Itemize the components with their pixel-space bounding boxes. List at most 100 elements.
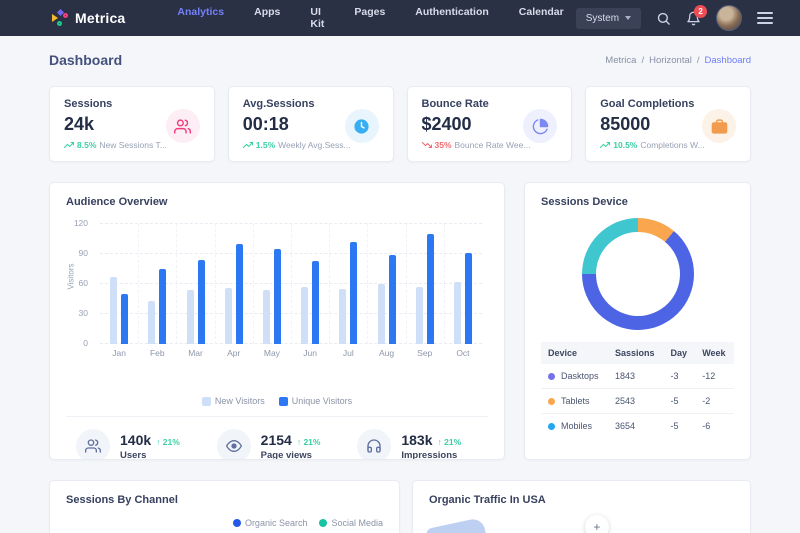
stat-value: 183k	[401, 431, 433, 448]
device-name: Tablets	[561, 396, 590, 406]
bar-group-oct	[444, 224, 482, 344]
legend-organic-search[interactable]: Organic Search	[232, 518, 307, 528]
device-name: Dasktops	[561, 371, 599, 381]
trending-up-icon	[64, 141, 74, 149]
stat-users: 140k ↑ 21% Users	[66, 429, 207, 459]
bar	[339, 289, 347, 344]
bar	[110, 277, 118, 344]
col-device: Device	[541, 342, 608, 364]
stat-cards-row: Sessions 24k 8.5% New Sessions T... Avg.…	[49, 86, 751, 162]
bar	[415, 287, 423, 344]
stat-card-value: 85000	[600, 114, 651, 134]
nav-item-ui-kit[interactable]: UI Kit	[310, 6, 325, 30]
legend-label: Social Media	[331, 518, 383, 528]
organic-traffic-usa-card: Organic Traffic In USA +	[412, 480, 751, 533]
stat-card-value: 24k	[64, 114, 95, 134]
bar	[159, 269, 167, 344]
breadcrumb-separator: /	[696, 54, 700, 66]
headphones-icon	[367, 439, 382, 453]
col-day: Day	[663, 342, 696, 364]
bar	[235, 244, 243, 344]
bar	[197, 260, 205, 344]
bottom-row: Sessions By Channel Organic Search Socia…	[49, 480, 751, 533]
stat-trend: 21%	[162, 436, 180, 447]
trending-down-icon	[421, 141, 432, 149]
legend-swatch	[278, 396, 288, 406]
sessions-device-title: Sessions Device	[541, 196, 628, 208]
table-row-mobiles: Mobiles 3654 -5 -6	[541, 414, 734, 439]
page-head: Dashboard Metrica / Horizontal / Dashboa…	[49, 50, 751, 70]
legend-social-media[interactable]: Social Media	[319, 518, 383, 528]
notifications-button[interactable]: 2	[686, 4, 708, 26]
main-nav: Analytics Apps UI Kit Pages Authenticati…	[165, 0, 575, 36]
bar	[312, 261, 320, 344]
device-table: Device Sassions Day Week Dasktops 1843 -…	[541, 342, 734, 438]
device-day: -5	[670, 421, 679, 431]
tablets-dot-icon	[548, 398, 555, 406]
arrow-up-icon: ↑	[437, 436, 442, 447]
mobiles-dot-icon	[548, 423, 555, 431]
system-dropdown[interactable]: System	[575, 7, 642, 29]
stat-card-bounce-rate: Bounce Rate $2400 35% Bounce Rate Wee...	[406, 86, 573, 162]
col-week: Week	[695, 342, 734, 364]
stat-page-views: 2154 ↑ 21% Page views	[207, 429, 348, 460]
audience-stats-row: 140k ↑ 21% Users 2154 ↑ 21% Page views	[66, 416, 488, 460]
menu-toggle-icon[interactable]	[757, 12, 774, 24]
breadcrumb-item-metrica[interactable]: Metrica	[605, 54, 637, 66]
bar	[273, 249, 281, 344]
main-row: Audience Overview Visitors 0 30 60 90 120 Ja…	[49, 182, 751, 460]
trend-percent: 35%	[434, 140, 452, 150]
col-sessions: Sassions	[607, 342, 664, 364]
map-zoom-in-button[interactable]: +	[584, 515, 609, 533]
search-button[interactable]	[656, 11, 671, 26]
legend-label: Unique Visitors	[291, 396, 353, 406]
top-navbar: Metrica Analytics Apps UI Kit Pages Auth…	[0, 0, 800, 36]
x-axis: Jan Feb Mar Apr May Jun Jul Aug Sep Oct	[112, 348, 470, 358]
brand[interactable]: Metrica	[52, 8, 125, 26]
user-avatar[interactable]	[716, 5, 743, 31]
legend-swatch	[201, 396, 211, 406]
trend-percent: 8.5%	[77, 140, 97, 150]
breadcrumb-item-dashboard: Dashboard	[704, 54, 751, 66]
sessions-device-donut-chart	[581, 218, 694, 330]
breadcrumb-item-horizontal[interactable]: Horizontal	[649, 54, 692, 66]
nav-item-apps[interactable]: Apps	[254, 6, 281, 18]
navbar-actions: System 2	[575, 4, 774, 31]
users-icon	[85, 439, 101, 453]
sessions-by-channel-card: Sessions By Channel Organic Search Socia…	[49, 480, 400, 533]
search-icon	[657, 12, 670, 25]
trending-up-icon	[242, 141, 253, 149]
device-sessions: 1843	[607, 364, 664, 389]
nav-item-analytics[interactable]: Analytics	[177, 6, 225, 18]
bar	[224, 288, 232, 344]
nav-item-pages[interactable]: Pages	[354, 6, 386, 18]
bar	[464, 253, 472, 344]
bar	[350, 242, 358, 344]
breadcrumb: Metrica / Horizontal / Dashboard	[605, 55, 751, 66]
bar-group-jun	[291, 224, 329, 344]
briefcase-icon	[711, 118, 727, 134]
stat-trend: 21%	[444, 436, 462, 447]
channel-legend: Organic Search Social Media	[66, 518, 383, 528]
chart-legend: New Visitors Unique Visitors	[66, 396, 488, 406]
users-icon	[174, 118, 192, 134]
legend-dot	[232, 519, 241, 527]
stat-card-title: Goal Completions	[600, 98, 695, 110]
bar-group-aug	[367, 224, 405, 344]
legend-dot	[319, 519, 328, 527]
stat-label: Page views	[260, 449, 312, 460]
bar-group-mar	[176, 224, 214, 344]
bar	[186, 290, 194, 344]
stat-card-value: 00:18	[242, 114, 289, 134]
stat-card-title: Sessions	[64, 98, 113, 110]
sessions-by-channel-title: Sessions By Channel	[66, 494, 178, 506]
legend-unique-visitors[interactable]: Unique Visitors	[278, 396, 353, 406]
legend-new-visitors[interactable]: New Visitors	[201, 396, 265, 406]
pie-chart-icon	[532, 118, 549, 134]
usa-map-fragment	[425, 517, 487, 533]
stat-card-title: Avg.Sessions	[242, 98, 315, 110]
stat-value: 2154	[260, 431, 292, 448]
nav-item-authentication[interactable]: Authentication	[415, 6, 489, 18]
system-dropdown-label: System	[585, 12, 620, 24]
nav-item-calendar[interactable]: Calendar	[518, 6, 564, 18]
